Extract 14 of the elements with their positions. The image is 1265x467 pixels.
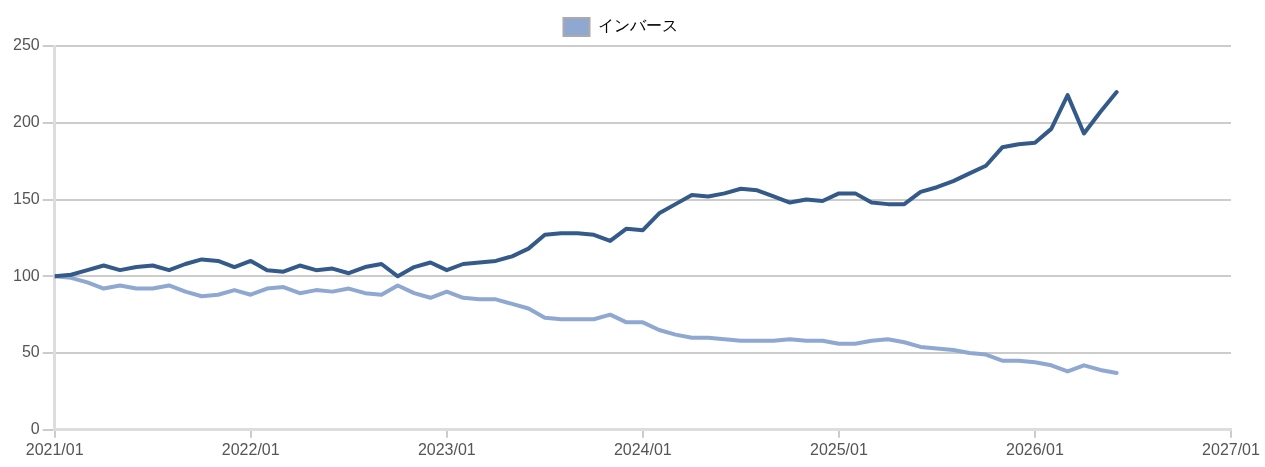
y-tick-label: 50 (21, 343, 40, 361)
y-tick-label: 0 (30, 420, 40, 438)
x-tick-label: 2027/01 (1202, 440, 1261, 458)
x-tick-label: 2024/01 (613, 440, 672, 458)
x-tick-label: 2023/01 (417, 440, 476, 458)
legend-label: インバース (597, 17, 678, 35)
y-tick-label: 250 (12, 36, 40, 54)
x-tick-label: 2026/01 (1006, 440, 1064, 458)
y-tick-label: 150 (12, 189, 40, 207)
x-tick-label: 2021/01 (25, 440, 84, 458)
x-tick-label: 2022/01 (221, 440, 280, 458)
x-tick-label: 2025/01 (809, 440, 868, 458)
y-tick-label: 100 (12, 266, 40, 284)
y-tick-label: 200 (12, 113, 40, 131)
